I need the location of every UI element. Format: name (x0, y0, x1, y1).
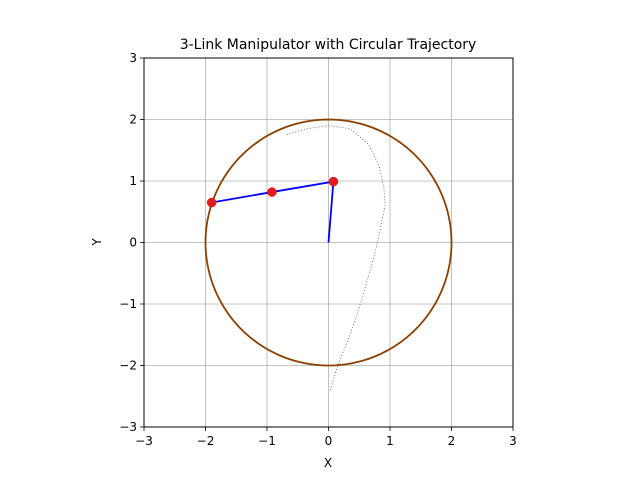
x-tick-label: 1 (386, 434, 394, 448)
plot-area (204, 118, 453, 391)
x-tick-label: −3 (135, 434, 153, 448)
x-tick-label: 2 (448, 434, 456, 448)
x-tick-label: 0 (325, 434, 333, 448)
y-tick-label: 3 (129, 51, 137, 65)
end-effector-path (285, 125, 386, 391)
x-axis-label: X (324, 456, 332, 470)
y-tick-label: 1 (129, 174, 137, 188)
ticks: −3 −2 −1 0 1 2 3 −3 −2 −1 0 1 2 3 (119, 51, 517, 448)
x-tick-label: −1 (258, 434, 276, 448)
manipulator-links (211, 180, 335, 243)
y-tick-label: −3 (119, 420, 137, 434)
y-tick-label: −2 (119, 359, 137, 373)
x-tick-label: 3 (509, 434, 517, 448)
joint-marker (267, 187, 277, 197)
y-tick-label: 2 (129, 113, 137, 127)
joint-marker (328, 176, 339, 187)
joint-marker (206, 197, 217, 208)
x-tick-label: −2 (197, 434, 215, 448)
y-tick-label: −1 (119, 297, 137, 311)
y-tick-label: 0 (129, 236, 137, 250)
y-axis-label: Y (90, 238, 104, 247)
circular-trajectory (204, 118, 453, 367)
chart-title: 3-Link Manipulator with Circular Traject… (180, 37, 477, 53)
